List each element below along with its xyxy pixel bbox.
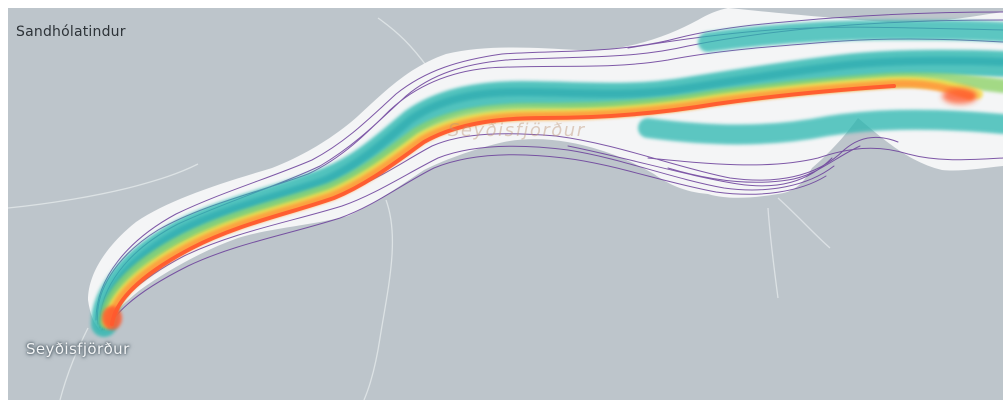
road-south <box>363 199 394 400</box>
roads <box>8 17 831 400</box>
track-band-high-density <box>106 79 974 326</box>
stream-east <box>777 197 831 249</box>
harbour-hotspot-town <box>102 306 122 330</box>
stream-southeast <box>767 207 779 299</box>
harbour-hotspot-east <box>942 88 978 104</box>
road-southwest <box>59 327 89 400</box>
town-name-label[interactable]: Seyðisfjörður <box>26 340 130 358</box>
road-west <box>8 163 199 209</box>
track-band-mid-density <box>91 49 1003 337</box>
fjord-name-label: Seyðisfjörður <box>448 120 586 141</box>
stream-north <box>377 17 429 69</box>
track-band-mid-density-upper <box>638 20 1003 145</box>
map-view[interactable]: Seyðisfjörður Sandhólatindur Seyðisfjörð… <box>8 8 1003 400</box>
peak-name-label: Sandhólatindur <box>16 24 126 40</box>
vessel-tracks <box>91 11 1003 337</box>
track-band-peak-density <box>110 84 896 326</box>
map-canvas <box>8 8 1003 400</box>
